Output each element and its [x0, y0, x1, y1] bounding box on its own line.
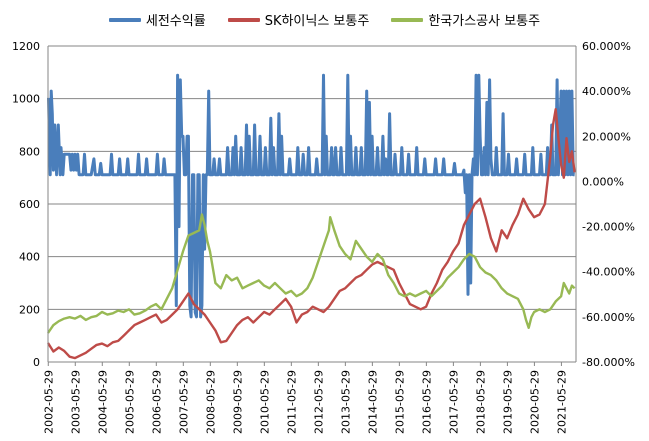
legend: 세전수익률 SK하이닉스 보통주 한국가스공사 보통주	[0, 10, 649, 29]
y-right-tick-4: 0.000%	[582, 175, 624, 188]
y-right-tick-6: 40.000%	[582, 85, 631, 98]
x-tick-label-4: 2006-05-29	[150, 370, 163, 434]
y-left-tick-4: 800	[19, 145, 40, 158]
y-left-tick-0: 0	[33, 356, 40, 369]
y-right-tick-2: -40.000%	[582, 266, 635, 279]
x-tick-label-13: 2015-05-29	[393, 370, 406, 434]
x-tick-label-7: 2009-05-29	[231, 370, 244, 434]
legend-label-2: 한국가스공사 보통주	[428, 14, 541, 29]
x-tick-label-15: 2017-05-29	[447, 370, 460, 434]
x-tick-label-0: 2002-05-29	[42, 370, 55, 434]
x-tick-label-18: 2020-05-29	[528, 370, 541, 434]
y-right-tick-1: -60.000%	[582, 311, 635, 324]
series-line-0	[47, 73, 575, 319]
legend-swatch-2	[391, 17, 424, 22]
series-line-1	[46, 108, 576, 360]
y-right-tick-7: 60.000%	[582, 40, 631, 53]
legend-swatch-1	[227, 17, 260, 22]
x-tick-label-14: 2016-05-29	[420, 370, 433, 434]
x-tick-label-19: 2021-05-29	[555, 370, 568, 434]
x-tick-label-16: 2018-05-29	[474, 370, 487, 434]
y-left-tick-2: 400	[19, 251, 40, 264]
x-tick-label-17: 2019-05-29	[501, 370, 514, 434]
x-tick-label-12: 2014-05-29	[366, 370, 379, 434]
y-left-tick-5: 1000	[12, 93, 40, 106]
y-right-tick-0: -80.000%	[582, 356, 635, 369]
legend-label-0: 세전수익률	[145, 14, 206, 29]
x-tick-label-9: 2011-05-29	[285, 370, 298, 434]
y-left-tick-6: 1200	[12, 40, 40, 53]
x-tick-label-5: 2007-05-29	[177, 370, 190, 434]
y-left-tick-1: 200	[19, 303, 40, 316]
x-tick-label-8: 2010-05-29	[258, 370, 271, 434]
legend-swatch-0	[108, 17, 141, 22]
series-line-2	[47, 213, 576, 334]
x-tick-label-6: 2008-05-29	[204, 370, 217, 434]
legend-label-1: SK하이닉스 보통주	[264, 14, 370, 29]
legend-item-series-0: 세전수익률	[108, 10, 206, 29]
legend-item-series-2: 한국가스공사 보통주	[391, 10, 540, 29]
y-left-tick-3: 600	[19, 198, 40, 211]
x-tick-label-10: 2012-05-29	[312, 370, 325, 434]
x-tick-label-1: 2003-05-29	[69, 370, 82, 434]
x-tick-label-11: 2013-05-29	[339, 370, 352, 434]
y-right-tick-5: 20.000%	[582, 130, 631, 143]
x-tick-label-3: 2005-05-29	[123, 370, 136, 434]
y-right-tick-3: -20.000%	[582, 221, 635, 234]
legend-item-series-1: SK하이닉스 보통주	[227, 10, 370, 29]
x-tick-label-2: 2004-05-29	[96, 370, 109, 434]
